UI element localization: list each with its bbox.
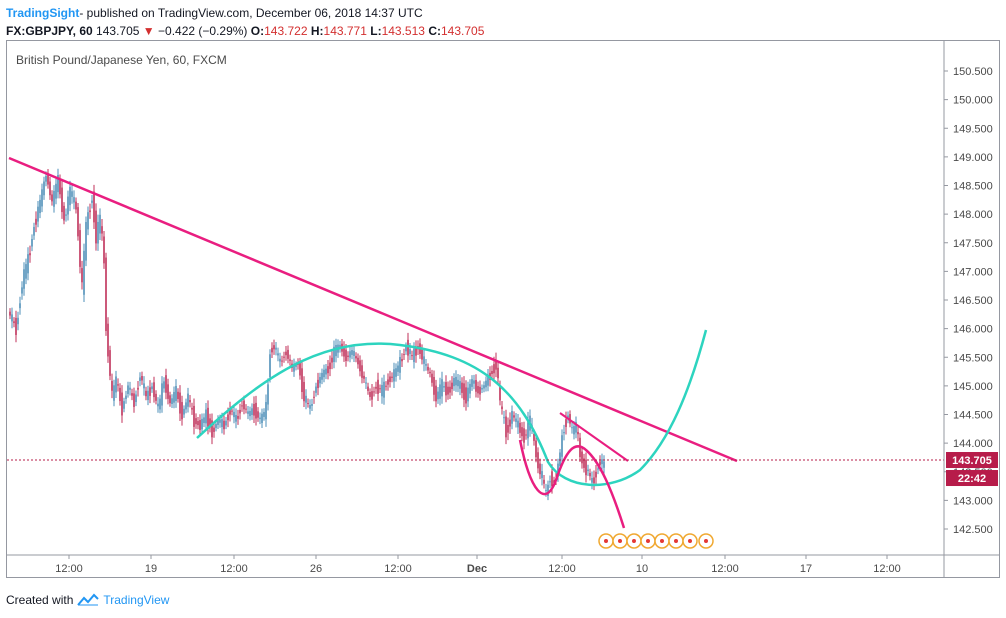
close-label: C: [428,24,441,38]
open-label: O: [250,24,265,38]
tradingview-logo-icon [77,593,100,606]
publish-line: TradingSight- published on TradingView.c… [6,4,484,22]
chart-frame[interactable] [6,40,1000,578]
tradingview-link[interactable]: TradingView [103,593,170,607]
high-label: H: [310,24,324,38]
down-arrow-icon: ▼ [142,24,155,38]
high-value: 143.771 [323,24,367,38]
last-price: 143.705 [96,24,140,38]
chart-header: TradingSight- published on TradingView.c… [6,4,484,40]
symbol-label: FX:GBPJPY, 60 [6,24,93,38]
low-label: L: [370,24,382,38]
low-value: 143.513 [381,24,425,38]
price-change: −0.422 (−0.29%) [158,24,248,38]
publish-info: - published on TradingView.com, December… [79,6,423,20]
ohlc-line: FX:GBPJPY, 60 143.705 ▼ −0.422 (−0.29%) … [6,22,484,40]
chart-title: British Pound/Japanese Yen, 60, FXCM [16,53,227,67]
brand-name[interactable]: TradingSight [6,6,80,20]
footer: Created with TradingView [6,593,169,607]
created-with-label: Created with [6,593,74,607]
open-value: 143.722 [264,24,308,38]
close-value: 143.705 [440,24,485,38]
